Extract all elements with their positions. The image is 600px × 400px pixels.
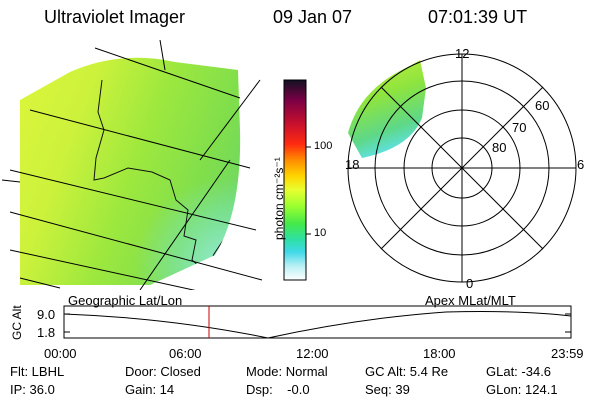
colorbar-tick-10: 10	[314, 227, 327, 239]
instrument-title: Ultraviolet Imager	[44, 7, 186, 27]
geographic-label: Geographic Lat/Lon	[68, 293, 183, 308]
mlt-label-18: 18	[345, 157, 360, 172]
apex-label: Apex MLat/MLT	[425, 293, 516, 308]
status-ip: IP: 36.0	[10, 382, 55, 397]
mlt-label-12: 12	[455, 46, 470, 61]
x-tick-0600: 06:00	[169, 346, 202, 361]
status-glon: GLon: 124.1	[486, 382, 558, 397]
mlat-label-70: 70	[512, 120, 527, 135]
mlt-label-0: 0	[466, 276, 474, 291]
color-scale-bar	[283, 79, 311, 281]
x-tick-1200: 12:00	[296, 346, 329, 361]
mlt-label-6: 6	[577, 157, 585, 172]
status-gain: Gain: 14	[125, 382, 175, 397]
x-tick-2359: 23:59	[551, 346, 584, 361]
x-tick-0000: 00:00	[44, 346, 77, 361]
status-gc-alt: GC Alt: 5.4 Re	[365, 364, 449, 379]
status-seq: Seq: 39	[365, 382, 410, 397]
x-tick-1800: 18:00	[423, 346, 456, 361]
colorbar-tick-100: 100	[314, 140, 333, 152]
colorbar-unit-label: photon cm⁻²s⁻¹	[272, 157, 286, 240]
mlat-label-60: 60	[535, 98, 550, 113]
y-tick-9: 9.0	[37, 307, 56, 322]
orbit-altitude-timeline	[63, 305, 572, 339]
mlat-label-80: 80	[492, 140, 507, 155]
polar-plot	[347, 53, 577, 283]
y-tick-1-8: 1.8	[37, 325, 56, 340]
status-filter: Flt: LBHL	[10, 364, 65, 379]
header-date: 09 Jan 07	[273, 7, 353, 27]
header-time: 07:01:39 UT	[428, 7, 528, 27]
status-door: Door: Closed	[125, 364, 201, 379]
status-dsp: Dsp: -0.0	[246, 382, 310, 397]
status-glat: GLat: -34.6	[486, 364, 552, 379]
status-mode: Mode: Normal	[246, 364, 328, 379]
geographic-image	[1, 40, 263, 290]
